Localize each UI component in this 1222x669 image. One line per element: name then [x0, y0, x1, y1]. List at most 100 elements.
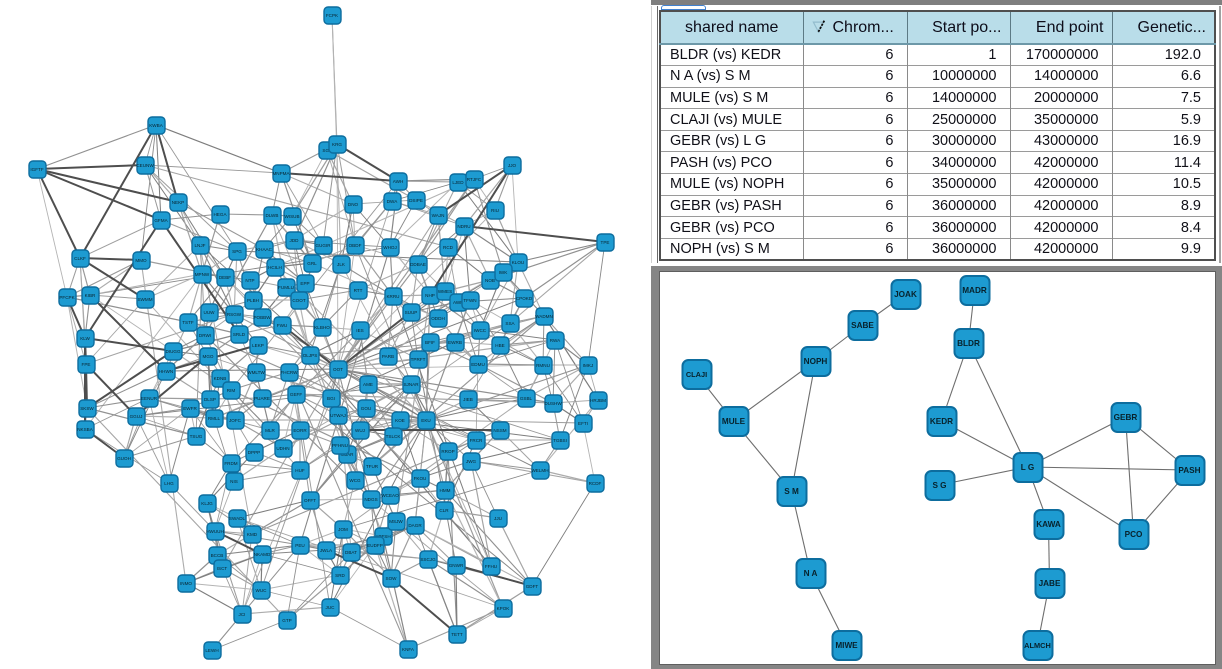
svg-text:RCDF: RCDF: [589, 481, 602, 486]
svg-text:MMO: MMO: [135, 258, 147, 263]
svg-text:TFWN: TFWN: [463, 298, 476, 303]
svg-text:MADR: MADR: [962, 286, 987, 295]
svg-text:MNPMA: MNPMA: [272, 171, 290, 176]
svg-text:DRWI: DRWI: [199, 333, 211, 338]
svg-text:CLAJI: CLAJI: [686, 370, 707, 379]
svg-text:DBAT: DBAT: [345, 550, 357, 555]
svg-text:CPOKD: CPOKD: [516, 296, 533, 301]
svg-text:MSJW: MSJW: [389, 519, 403, 524]
svg-text:JJO: JJO: [508, 163, 517, 168]
svg-text:SWMM: SWMM: [137, 297, 152, 302]
svg-text:PASH: PASH: [1178, 466, 1200, 475]
svg-text:ISJAR: ISJAR: [340, 452, 354, 457]
svg-text:LJED: LJED: [452, 180, 464, 185]
svg-text:UTWAJ: UTWAJ: [330, 413, 346, 418]
svg-text:RWA: RWA: [550, 338, 561, 343]
svg-text:MGO: MGO: [203, 354, 214, 359]
svg-text:WUC: WUC: [256, 588, 268, 593]
svg-text:KMD: KMD: [247, 532, 258, 537]
svg-text:OBDF: OBDF: [349, 243, 362, 248]
svg-text:KLBHO: KLBHO: [314, 325, 330, 330]
svg-text:TSUG: TSUG: [190, 434, 203, 439]
svg-text:FRCR: FRCR: [470, 438, 483, 443]
svg-text:NHP: NHP: [425, 293, 435, 298]
svg-text:KLW: KLW: [80, 336, 90, 341]
svg-text:WISUB: WISUB: [284, 214, 299, 219]
svg-text:WCEAO: WCEAO: [381, 493, 399, 498]
svg-text:N A: N A: [804, 569, 818, 578]
svg-text:LHG: LHG: [164, 481, 174, 486]
svg-text:FFHU: FFHU: [485, 564, 497, 569]
svg-text:JOAK: JOAK: [894, 290, 917, 299]
svg-text:KAWA: KAWA: [1036, 520, 1061, 529]
svg-text:LNJF: LNJF: [195, 243, 206, 248]
svg-text:FHCRW: FHCRW: [280, 370, 298, 375]
svg-text:GNWR: GNWR: [449, 563, 464, 568]
svg-text:RMNU: RMNU: [536, 363, 550, 368]
svg-text:OFFT: OFFT: [304, 498, 316, 503]
svg-text:RMLL: RMLL: [208, 416, 221, 421]
svg-text:WMES: WMES: [438, 289, 452, 294]
svg-text:FRDM: FRDM: [224, 461, 237, 466]
svg-text:DDBAE: DDBAE: [410, 262, 426, 267]
svg-text:HRJBM: HRJBM: [590, 398, 606, 403]
svg-text:BFIF: BFIF: [425, 340, 435, 345]
svg-text:PUARE: PUARE: [254, 396, 270, 401]
svg-text:NIS: NIS: [230, 479, 238, 484]
svg-text:JWLA: JWLA: [320, 548, 333, 553]
svg-text:KRG: KRG: [332, 142, 342, 147]
svg-text:SJNAR: SJNAR: [403, 382, 419, 387]
svg-text:MIWE: MIWE: [835, 641, 858, 650]
svg-text:FUMLU: FUMLU: [278, 285, 294, 290]
svg-text:UDHN: UDHN: [276, 446, 289, 451]
svg-text:GGUJ: GGUJ: [130, 414, 143, 419]
svg-text:ODDH: ODDH: [431, 316, 445, 321]
svg-text:KEDR: KEDR: [930, 417, 953, 426]
svg-text:WHOJ: WHOJ: [383, 245, 397, 250]
svg-text:SUUP: SUUP: [405, 310, 418, 315]
svg-text:DLWB: DLWB: [266, 213, 279, 218]
svg-text:JDD: JDD: [290, 238, 300, 243]
svg-text:RTT: RTT: [354, 288, 363, 293]
svg-text:PCO: PCO: [1125, 530, 1143, 539]
svg-text:GUGIR: GUGIR: [315, 243, 331, 248]
svg-text:KDNB: KDNB: [214, 376, 227, 381]
svg-text:KHAAC: KHAAC: [256, 247, 273, 252]
svg-text:EFTI: EFTI: [578, 421, 588, 426]
svg-text:JCI: JCI: [239, 612, 246, 617]
svg-text:SRD: SRD: [335, 573, 345, 578]
svg-text:HEGA: HEGA: [213, 212, 227, 217]
svg-text:GEFF: GEFF: [290, 392, 302, 397]
svg-text:EPP: EPP: [300, 281, 309, 286]
svg-text:CEUNW: CEUNW: [136, 163, 154, 168]
svg-text:SSA: SSA: [505, 321, 515, 326]
svg-text:WAJN: WAJN: [432, 213, 445, 218]
svg-text:JWG: JWG: [466, 459, 477, 464]
svg-text:NOB: NOB: [485, 278, 495, 283]
svg-text:IWCC: IWCC: [474, 328, 487, 333]
svg-text:WADMN: WADMN: [535, 314, 553, 319]
svg-text:BCCB: BCCB: [211, 553, 224, 558]
svg-text:EDMU: EDMU: [471, 362, 485, 367]
svg-text:IWK: IWK: [499, 270, 509, 275]
svg-text:EKU: EKU: [421, 418, 430, 423]
svg-text:L G: L G: [1021, 463, 1035, 472]
svg-text:JIEB: JIEB: [463, 397, 473, 402]
svg-text:EORR: EORR: [293, 428, 307, 433]
svg-text:SPG: SPG: [232, 249, 242, 254]
svg-text:EWRB: EWRB: [448, 340, 462, 345]
svg-text:KOE: KOE: [395, 418, 405, 423]
svg-text:KNFA: KNFA: [402, 647, 415, 652]
svg-text:TPRFT: TPRFT: [411, 357, 426, 362]
svg-text:GDFT: GDFT: [526, 584, 539, 589]
svg-text:ISCT: ISCT: [217, 566, 228, 571]
svg-text:S M: S M: [784, 487, 799, 496]
svg-text:JOM: JOM: [338, 527, 348, 532]
svg-text:TETT: TETT: [451, 632, 463, 637]
svg-text:RROP: RROP: [441, 449, 454, 454]
svg-text:GEBR: GEBR: [1114, 413, 1138, 422]
svg-text:JUC: JUC: [326, 605, 336, 610]
svg-text:JOFC: JOFC: [229, 418, 242, 423]
svg-text:EWFR: EWFR: [183, 406, 197, 411]
svg-text:TSLCK: TSLCK: [386, 434, 402, 439]
